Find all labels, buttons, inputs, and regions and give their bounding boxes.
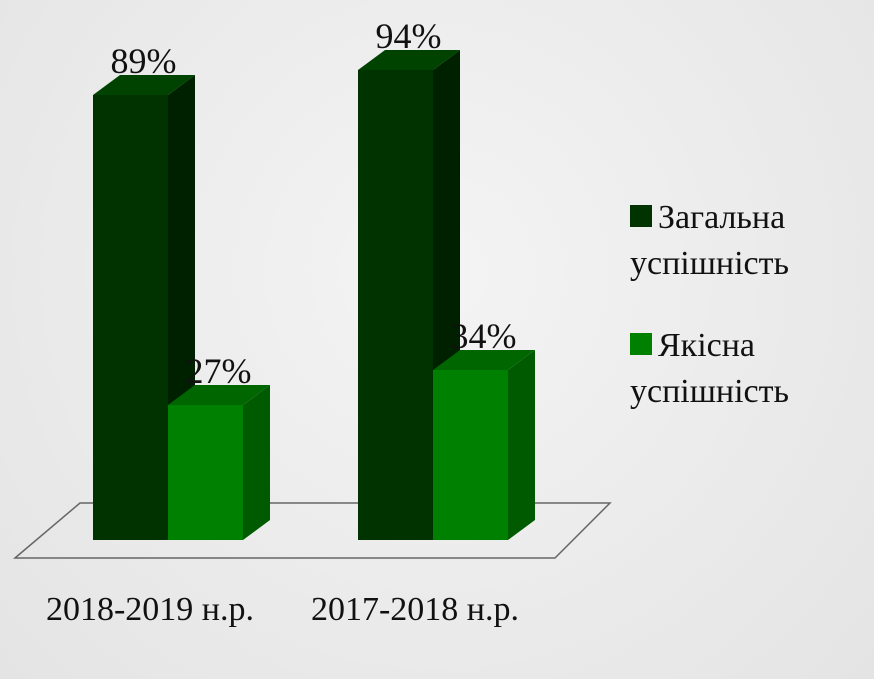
bar-top — [433, 350, 535, 370]
legend-entry: Загальна успішність — [630, 195, 870, 287]
value-label: 27% — [186, 351, 252, 391]
value-label: 89% — [111, 41, 177, 81]
bar-front — [433, 370, 508, 540]
bar-side — [243, 385, 270, 540]
value-label: 94% — [376, 16, 442, 56]
x-tick-label: 2017-2018 н.р. — [310, 591, 520, 628]
bar-front — [168, 405, 243, 540]
bar — [433, 350, 535, 540]
legend-swatch — [630, 333, 652, 355]
bar-top — [168, 385, 270, 405]
bar-side — [508, 350, 535, 540]
value-label: 34% — [451, 316, 517, 356]
legend-label: Загальна успішність — [630, 199, 790, 282]
bar — [168, 385, 270, 540]
bar-top — [358, 50, 460, 70]
bar-top — [93, 75, 195, 95]
bar-front — [93, 95, 168, 540]
x-tick-label: 2018-2019 н.р. — [45, 591, 255, 628]
bar-front — [358, 70, 433, 540]
legend-swatch — [630, 205, 652, 227]
legend-entry: Якісна успішність — [630, 323, 870, 415]
legend-label: Якісна успішність — [630, 327, 790, 410]
floor — [12, 502, 612, 559]
